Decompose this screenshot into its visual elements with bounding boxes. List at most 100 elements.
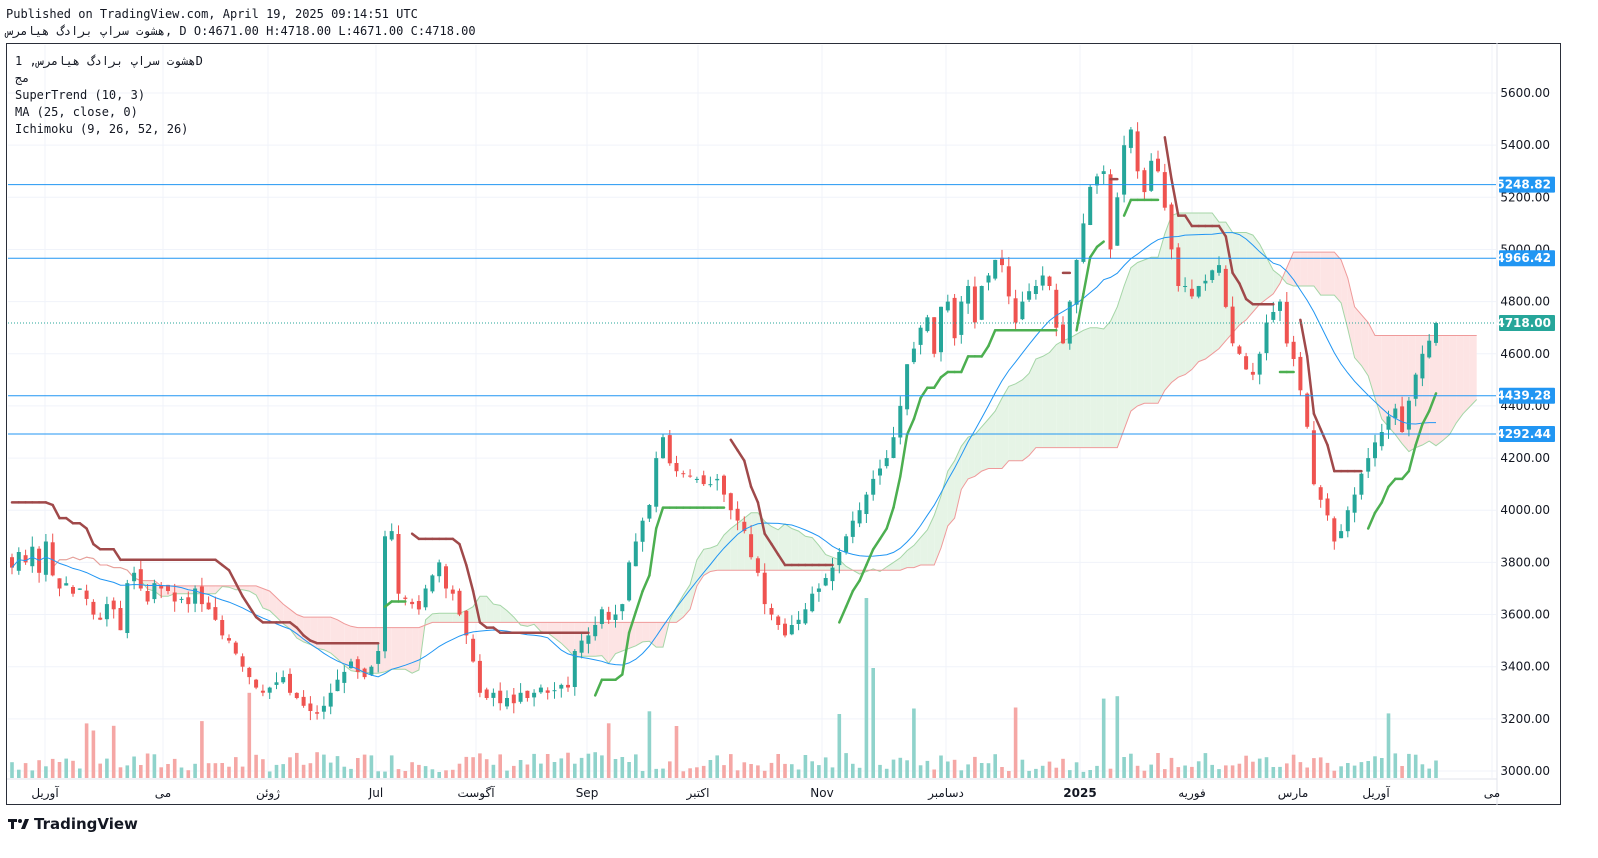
volume-bar	[1196, 761, 1201, 778]
supertrend-segment	[241, 595, 251, 608]
supertrend-segment	[939, 370, 950, 379]
candle-body	[518, 692, 523, 702]
cloud-segment	[1212, 212, 1220, 354]
candle-body	[979, 286, 984, 320]
cloud-segment	[1307, 252, 1314, 286]
cloud-segment	[608, 622, 616, 664]
volume-bar	[464, 756, 469, 778]
candle-body	[552, 690, 557, 692]
candle-body	[1196, 286, 1201, 297]
volume-bar	[579, 757, 584, 778]
volume-bar	[566, 752, 570, 778]
candle-body	[247, 667, 252, 678]
legend-supertrend[interactable]: SuperTrend (10, 3)	[15, 88, 146, 102]
cloud-segment	[1273, 270, 1281, 294]
price-tick-label: 4000.00	[1500, 503, 1550, 517]
volume-bar	[708, 760, 713, 778]
candle-body	[633, 541, 638, 567]
volume-bar	[661, 768, 665, 778]
cloud-segment	[1327, 252, 1335, 296]
candle-body	[1142, 170, 1147, 193]
candle-body	[430, 575, 435, 592]
supertrend-segment	[220, 563, 231, 572]
volume-bar	[491, 764, 496, 778]
cloud-segment	[405, 627, 413, 674]
candle-body	[145, 591, 150, 602]
supertrend-segment	[465, 563, 475, 593]
candle-body	[525, 690, 530, 698]
volume-bar	[30, 770, 35, 778]
cloud-segment	[1198, 212, 1206, 362]
candle-body	[1230, 306, 1235, 344]
candle-body	[572, 651, 577, 687]
tradingview-logo-icon	[8, 819, 29, 829]
candle-body	[138, 569, 143, 589]
candle-body	[755, 558, 760, 573]
legend-ichimoku[interactable]: Ichimoku (9, 26, 52, 26)	[15, 122, 189, 136]
volume-bar	[654, 768, 658, 778]
volume-bar	[1407, 753, 1411, 778]
candle-body	[274, 682, 279, 685]
supertrend-segment	[1400, 469, 1411, 481]
candle-body	[159, 585, 164, 589]
candle-body	[260, 690, 265, 693]
volume-bar	[389, 755, 394, 778]
candle-body	[816, 588, 821, 592]
candle-body	[288, 673, 292, 693]
candle-body	[1325, 498, 1330, 516]
legend-ma[interactable]: MA (25, close, 0)	[15, 105, 138, 119]
volume-bar	[281, 764, 285, 778]
volume-bar	[1291, 754, 1296, 778]
volume-bar	[423, 766, 428, 778]
time-tick-label: دسامبر	[927, 786, 964, 801]
candle-body	[166, 584, 170, 591]
candle-body	[199, 586, 204, 605]
candle-body	[735, 508, 740, 521]
cloud-segment	[1219, 222, 1226, 349]
cloud-segment	[1259, 244, 1267, 305]
candle-body	[1393, 408, 1398, 419]
volume-bar	[1278, 766, 1282, 778]
candle-body	[328, 692, 333, 707]
cloud-segment	[208, 585, 216, 594]
candle-body	[321, 705, 326, 712]
candle-body	[498, 690, 503, 704]
candle-body	[1203, 280, 1208, 284]
candle-body	[1250, 371, 1255, 375]
candle-body	[1257, 353, 1262, 375]
volume-bar	[105, 758, 109, 778]
cloud-segment	[249, 585, 257, 595]
candle-body	[1006, 266, 1011, 297]
cloud-segment	[886, 562, 894, 571]
candle-body	[152, 583, 157, 600]
candle-body	[342, 671, 347, 683]
supertrend-segment	[254, 615, 265, 624]
volume-bar	[1237, 763, 1242, 778]
candle-body	[471, 638, 476, 662]
volume-bar	[261, 759, 265, 778]
cloud-segment	[934, 495, 941, 565]
volume-bar	[1108, 768, 1113, 778]
supertrend-segment	[1387, 477, 1397, 489]
supertrend-segment	[932, 375, 943, 389]
candle-body	[220, 620, 225, 636]
candle-body	[10, 557, 14, 568]
supertrend-segment	[1421, 409, 1431, 426]
candle-body	[1101, 171, 1106, 174]
time-tick-label: می	[1484, 786, 1500, 800]
volume-bar	[701, 765, 706, 778]
price-tick-label: 5200.00	[1500, 190, 1550, 204]
time-tick-label: اکتبر	[686, 786, 710, 801]
volume-bar	[1298, 762, 1303, 778]
candle-body	[972, 286, 977, 323]
candle-body	[871, 478, 876, 495]
chart-panel[interactable]	[6, 43, 1561, 805]
candle-body	[1379, 432, 1384, 447]
supertrend-segment	[1244, 297, 1255, 306]
cloud-segment	[1280, 267, 1287, 284]
cloud-segment	[1429, 335, 1436, 446]
candle-body	[728, 493, 733, 511]
volume-bar	[118, 767, 123, 778]
candle-body	[647, 505, 652, 519]
